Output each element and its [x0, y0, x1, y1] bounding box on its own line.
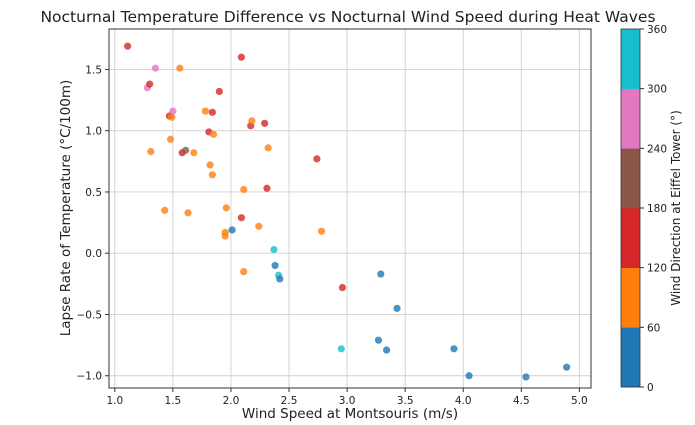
- scatter-point: [248, 117, 256, 125]
- colorbar-segment: [621, 88, 640, 149]
- x-tick-label: 4.0: [455, 395, 472, 407]
- colorbar-tick-label: 180: [647, 203, 667, 215]
- scatter-point: [237, 53, 246, 61]
- colorbar-segment: [621, 208, 640, 268]
- scatter-point: [206, 161, 214, 169]
- y-tick-label: 0.5: [85, 187, 102, 199]
- scatter-point: [317, 227, 326, 235]
- y-tick-label: 1.0: [85, 126, 102, 138]
- scatter-point: [123, 42, 132, 50]
- x-tick-label: 1.5: [165, 395, 182, 407]
- scatter-point: [208, 108, 216, 116]
- colorbar-tick-label: 240: [647, 143, 667, 155]
- scatter-point: [276, 275, 284, 283]
- scatter-point: [168, 113, 176, 121]
- scatter-point: [176, 64, 184, 72]
- colorbar-ticks: 0 60 120 180 240 300 360: [640, 24, 667, 394]
- scatter-point: [382, 346, 391, 354]
- scatter-point: [166, 135, 175, 143]
- scatter-point: [240, 185, 248, 194]
- y-tick-label: −0.5: [77, 309, 103, 321]
- scatter-point: [208, 171, 216, 179]
- scatter-point: [271, 261, 279, 270]
- plot-area: 1.0 1.5 2.0 2.5 3.0 3.5 4.0 4.5 5.0 1.5 1.0 0.5 0.0…: [77, 28, 592, 407]
- colorbar-segment: [621, 29, 640, 89]
- scatter-point: [255, 222, 263, 230]
- colorbar-label: Wind Direction at Eiffel Tower (°): [669, 110, 683, 306]
- scatter-point: [270, 245, 278, 254]
- colorbar-segments: [621, 29, 640, 388]
- grid-lines: [109, 29, 591, 388]
- y-tick-label: 1.5: [85, 64, 102, 76]
- scatter-point: [146, 80, 154, 88]
- colorbar-tick-label: 120: [647, 263, 667, 275]
- y-axis-label: Lapse Rate of Temperature (°C/100m): [58, 80, 74, 337]
- x-ticks: 1.0 1.5 2.0 2.5 3.0 3.5 4.0 4.5 5.0: [106, 388, 588, 407]
- scatter-point: [313, 155, 321, 163]
- x-tick-label: 4.5: [513, 395, 530, 407]
- scatter-point: [190, 149, 198, 157]
- scatter-point: [209, 130, 218, 138]
- scatter-point: [465, 372, 473, 380]
- scatter-point: [450, 345, 458, 353]
- scatter-point: [337, 345, 345, 353]
- colorbar: 0 60 120 180 240 300 360 Wind Direction at Eif…: [620, 24, 683, 394]
- x-tick-label: 5.0: [571, 395, 588, 407]
- x-tick-label: 3.0: [339, 395, 356, 407]
- scatter-point: [201, 107, 209, 115]
- colorbar-segment: [621, 327, 640, 388]
- scatter-point: [169, 107, 177, 115]
- scatter-point: [264, 144, 272, 152]
- scatter-point: [161, 206, 169, 214]
- scatter-point: [228, 226, 236, 234]
- x-tick-label: 1.0: [106, 395, 123, 407]
- x-tick-label: 2.5: [281, 395, 298, 407]
- scatter-point: [215, 87, 223, 96]
- x-axis-label: Wind Speed at Montsouris (m/s): [242, 406, 458, 422]
- scatter-point: [261, 119, 269, 127]
- scatter-point: [374, 336, 383, 344]
- scatter-point: [263, 184, 271, 192]
- scatter-points: [123, 42, 571, 381]
- scatter-point: [222, 204, 230, 212]
- colorbar-tick-label: 60: [647, 322, 660, 334]
- colorbar-segment: [621, 267, 640, 328]
- x-tick-label: 3.5: [397, 395, 414, 407]
- colorbar-tick-label: 360: [647, 24, 667, 36]
- scatter-point: [563, 363, 571, 371]
- chart-title: Nocturnal Temperature Difference vs Noct…: [40, 8, 655, 26]
- scatter-point: [182, 146, 190, 154]
- plot-frame: [108, 28, 592, 389]
- scatter-point: [240, 268, 248, 276]
- y-tick-label: 0.0: [85, 248, 102, 260]
- y-ticks: 1.5 1.0 0.5 0.0 −0.5 −1.0: [77, 64, 109, 383]
- scatter-point: [151, 64, 160, 72]
- x-tick-label: 2.0: [223, 395, 240, 407]
- plot-background: [109, 29, 591, 388]
- scatter-point: [147, 147, 155, 156]
- scatter-point: [184, 209, 192, 217]
- scatter-point: [377, 270, 385, 278]
- y-tick-label: −1.0: [77, 371, 103, 383]
- scatter-point: [221, 232, 229, 240]
- scatter-point: [393, 304, 401, 312]
- scatter-point: [338, 283, 347, 292]
- scatter-point: [522, 373, 530, 381]
- scatter-point: [237, 214, 246, 222]
- colorbar-tick-label: 300: [647, 84, 667, 96]
- colorbar-tick-label: 0: [647, 382, 654, 394]
- colorbar-segment: [621, 148, 640, 209]
